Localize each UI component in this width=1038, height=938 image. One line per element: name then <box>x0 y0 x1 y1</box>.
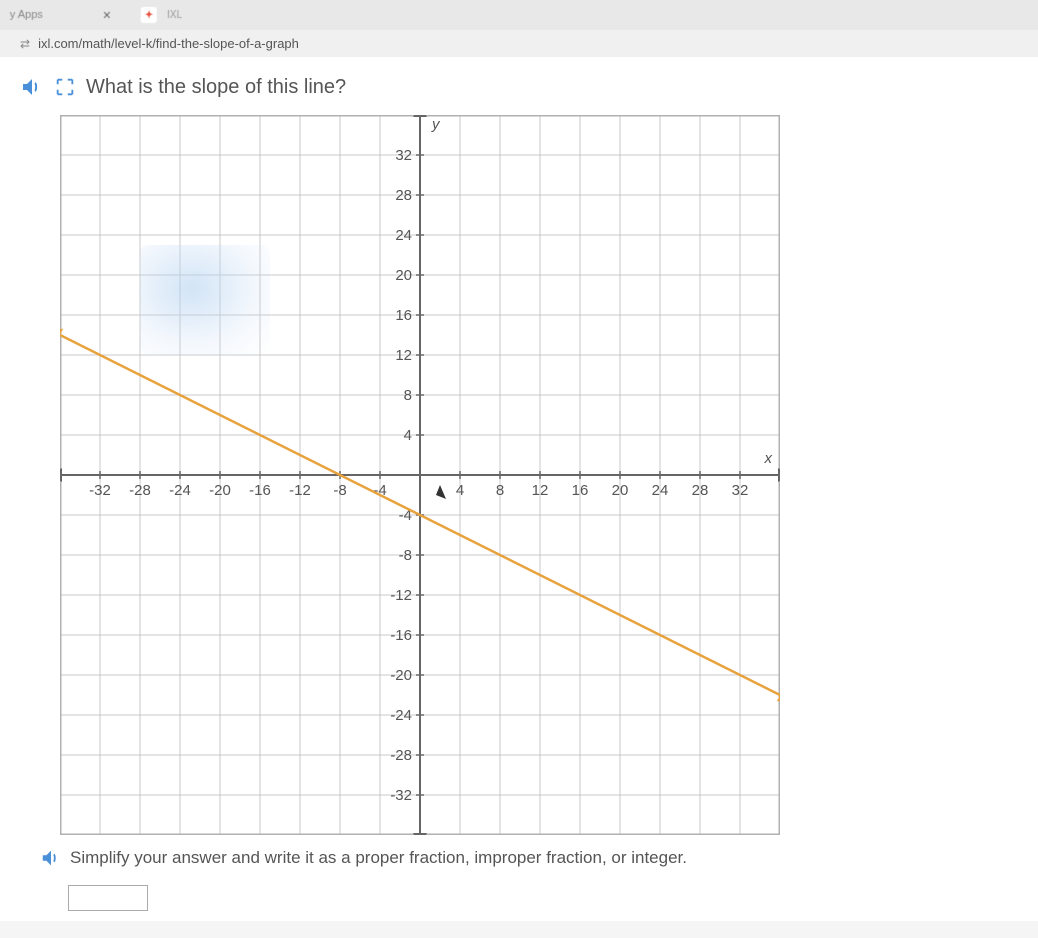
svg-text:28: 28 <box>692 482 709 499</box>
svg-text:32: 32 <box>732 482 749 499</box>
svg-text:-20: -20 <box>390 667 412 684</box>
audio-play-icon[interactable] <box>20 75 44 99</box>
svg-text:4: 4 <box>404 427 412 444</box>
svg-text:16: 16 <box>395 307 412 324</box>
instruction-text: Simplify your answer and write it as a p… <box>70 848 687 868</box>
browser-tab-bar: y Apps × ✦ IXL <box>0 0 1038 30</box>
svg-text:24: 24 <box>395 227 412 244</box>
svg-text:-8: -8 <box>333 482 346 499</box>
svg-text:16: 16 <box>572 482 589 499</box>
svg-text:12: 12 <box>395 347 412 364</box>
svg-text:-28: -28 <box>390 747 412 764</box>
svg-text:4: 4 <box>456 482 464 499</box>
question-text: What is the slope of this line? <box>86 76 346 99</box>
apps-label: y Apps <box>10 9 43 21</box>
svg-text:-32: -32 <box>89 482 111 499</box>
url-text: ixl.com/math/level-k/find-the-slope-of-a… <box>38 36 299 51</box>
site-info-icon[interactable]: ⇄ <box>20 37 30 51</box>
svg-text:-8: -8 <box>399 547 412 564</box>
svg-text:20: 20 <box>612 482 629 499</box>
url-bar: ⇄ ixl.com/math/level-k/find-the-slope-of… <box>0 30 1038 57</box>
svg-text:x: x <box>764 450 773 467</box>
svg-text:-24: -24 <box>390 707 412 724</box>
svg-text:-12: -12 <box>390 587 412 604</box>
svg-text:-24: -24 <box>169 482 191 499</box>
question-row: What is the slope of this line? <box>20 67 1018 115</box>
svg-text:8: 8 <box>404 387 412 404</box>
svg-text:-12: -12 <box>289 482 311 499</box>
svg-text:-32: -32 <box>390 787 412 804</box>
svg-text:24: 24 <box>652 482 669 499</box>
ixl-favicon: ✦ <box>141 7 157 23</box>
page-content: What is the slope of this line? -32 -28 -2… <box>0 57 1038 921</box>
svg-text:-20: -20 <box>209 482 231 499</box>
tab-title: IXL <box>167 9 182 20</box>
fullscreen-icon[interactable] <box>54 76 76 98</box>
svg-text:-16: -16 <box>390 627 412 644</box>
coordinate-graph: -32-28-24-20-16-12-8-448121620242832-32-… <box>60 115 780 835</box>
answer-input[interactable] <box>68 885 148 911</box>
audio-play-icon[interactable] <box>40 847 62 869</box>
svg-text:28: 28 <box>395 187 412 204</box>
svg-text:32: 32 <box>395 147 412 164</box>
instruction-row: Simplify your answer and write it as a p… <box>20 835 1018 881</box>
svg-text:20: 20 <box>395 267 412 284</box>
svg-text:12: 12 <box>532 482 549 499</box>
tab-close-button[interactable]: × <box>103 7 111 23</box>
svg-text:8: 8 <box>496 482 504 499</box>
svg-text:-28: -28 <box>129 482 151 499</box>
svg-text:-16: -16 <box>249 482 271 499</box>
